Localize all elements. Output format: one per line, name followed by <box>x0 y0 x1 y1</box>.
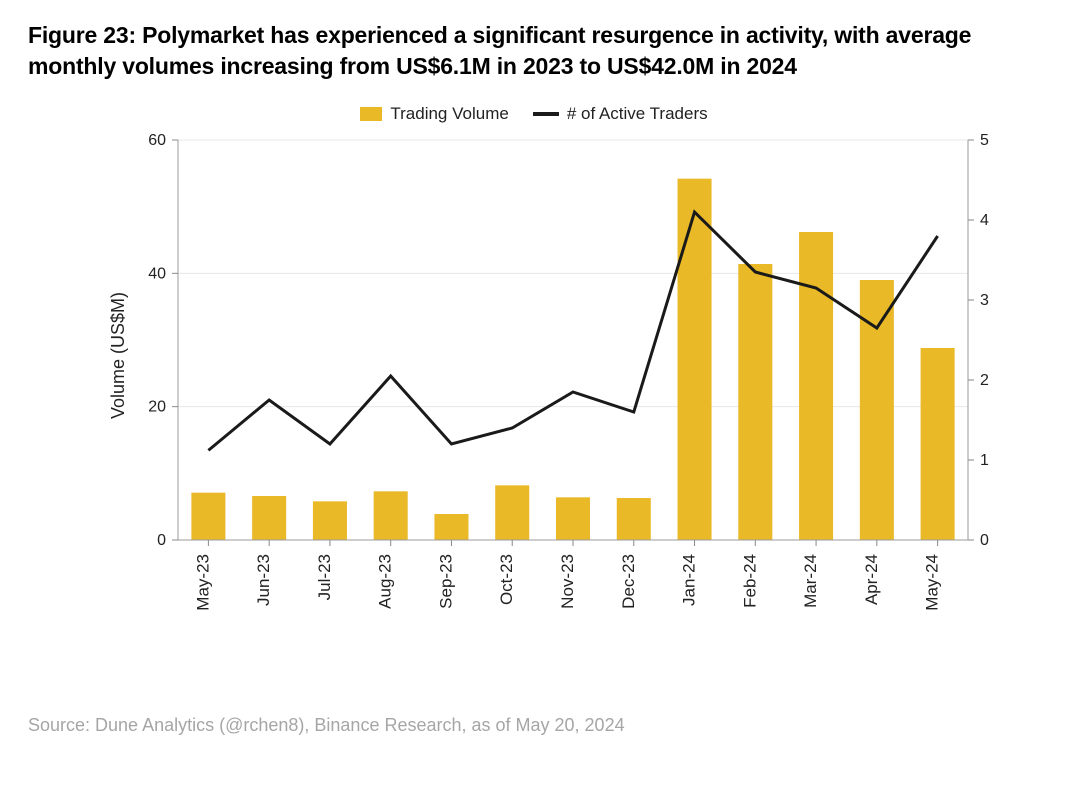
x-tick-label: Feb-24 <box>740 554 759 608</box>
legend-swatch-bar <box>360 107 382 121</box>
bar <box>799 232 833 540</box>
chart-area: Trading Volume # of Active Traders 02040… <box>28 104 1040 695</box>
x-tick-label: May-24 <box>923 554 942 611</box>
y-right-tick-label: 5 <box>980 132 989 149</box>
bar <box>617 498 651 540</box>
x-tick-label: May-23 <box>193 554 212 611</box>
bar <box>252 496 286 540</box>
y-right-tick-label: 2 <box>980 372 989 389</box>
bar <box>921 348 955 540</box>
y-right-tick-label: 0 <box>980 532 989 549</box>
bar <box>313 501 347 540</box>
bar <box>738 264 772 540</box>
y-left-tick-label: 60 <box>148 132 166 149</box>
x-tick-label: Nov-23 <box>558 554 577 609</box>
figure-title: Figure 23: Polymarket has experienced a … <box>28 20 1040 82</box>
y-axis-left-label: Volume (US$M) <box>108 292 129 419</box>
y-left-tick-label: 40 <box>148 265 166 282</box>
legend-item-line: # of Active Traders <box>533 104 708 124</box>
y-left-tick-label: 0 <box>157 532 166 549</box>
x-tick-label: Aug-23 <box>376 554 395 609</box>
x-tick-label: Sep-23 <box>436 554 455 609</box>
legend-swatch-line <box>533 112 559 116</box>
legend-label-line: # of Active Traders <box>567 104 708 124</box>
legend-item-bar: Trading Volume <box>360 104 508 124</box>
chart-svg: 0 20 40 60 0 1 2 3 4 5 May-23 Jun-23 Jul-23 Aug-23 Sep… <box>28 130 1040 690</box>
bar <box>434 514 468 540</box>
bar <box>495 485 529 540</box>
y-right-tick-label: 1 <box>980 452 989 469</box>
bar <box>678 179 712 540</box>
chart-legend: Trading Volume # of Active Traders <box>28 104 1040 124</box>
y-left-tick-label: 20 <box>148 399 166 416</box>
bar <box>374 491 408 540</box>
bar <box>556 497 590 540</box>
x-tick-label: Dec-23 <box>619 554 638 609</box>
x-tick-label: Jun-23 <box>254 554 273 606</box>
x-tick-label: Mar-24 <box>801 554 820 608</box>
figure-source: Source: Dune Analytics (@rchen8), Binanc… <box>28 715 625 736</box>
y-right-tick-label: 3 <box>980 292 989 309</box>
x-tick-label: Jan-24 <box>680 554 699 606</box>
figure-container: Figure 23: Polymarket has experienced a … <box>0 0 1068 788</box>
x-tick-label: Apr-24 <box>862 554 881 605</box>
x-tick-label: Jul-23 <box>315 554 334 600</box>
x-tick-label: Oct-23 <box>497 554 516 605</box>
legend-label-bar: Trading Volume <box>390 104 508 124</box>
bar <box>191 493 225 540</box>
y-right-tick-label: 4 <box>980 212 989 229</box>
